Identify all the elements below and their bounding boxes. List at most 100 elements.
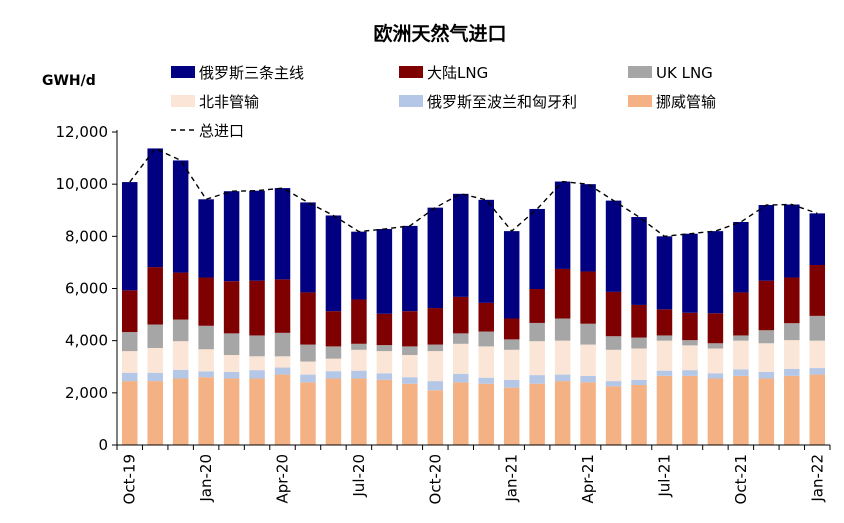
bar-segment-2-18	[580, 344, 596, 376]
bar-segment-5-17	[554, 181, 571, 269]
legend-label-2: UK LNG	[656, 64, 713, 82]
bar-segment-2-19	[605, 349, 622, 382]
x-tick-label: Oct-20	[426, 454, 444, 504]
y-tick-label: 10,000	[56, 175, 109, 193]
bar-segment-3-17	[554, 318, 571, 341]
bar-segment-0-3	[198, 377, 214, 445]
bar-segment-5-13	[453, 193, 469, 297]
bar-segment-2-9	[351, 349, 367, 371]
x-tick-label: Jul-21	[655, 454, 673, 498]
bar-segment-0-18	[580, 382, 596, 445]
bar-segment-5-9	[351, 231, 367, 300]
bar-segment-3-9	[351, 343, 367, 350]
bar-segment-2-12	[427, 351, 444, 382]
bar-segment-2-21	[656, 340, 673, 371]
bar-segment-1-6	[274, 367, 291, 375]
bar-segment-2-11	[402, 355, 418, 378]
bar-segment-4-26	[784, 277, 800, 324]
bar-segment-1-4	[223, 371, 240, 379]
bar-segment-5-21	[656, 236, 673, 310]
bar-segment-0-13	[453, 382, 469, 445]
y-tick-label: 0	[98, 436, 108, 454]
bar-segment-0-5	[249, 378, 265, 445]
bar-segment-2-27	[809, 340, 826, 369]
bar-segment-3-12	[427, 344, 444, 352]
bar-segment-1-11	[402, 377, 418, 384]
bar-segment-3-16	[529, 322, 545, 342]
y-tick-label: 8,000	[65, 227, 108, 245]
bar-segment-3-3	[198, 325, 214, 350]
bar-segment-2-15	[503, 349, 520, 380]
bar-segment-0-19	[605, 386, 622, 445]
bar-segment-1-12	[427, 381, 444, 391]
bar-segment-0-12	[427, 390, 444, 445]
legend-label-0: 俄罗斯三条主线	[199, 64, 304, 82]
bar-segment-5-25	[758, 205, 775, 281]
bar-segment-5-10	[376, 229, 393, 314]
bar-segment-2-23	[707, 348, 724, 374]
bar-segment-3-26	[784, 323, 800, 341]
bar-segment-0-14	[478, 383, 494, 445]
bar-segment-5-24	[733, 221, 749, 293]
bar-segment-3-24	[733, 335, 749, 341]
x-tick-label: Jan-21	[503, 454, 521, 503]
bar-segment-1-15	[503, 379, 520, 388]
bar-segment-0-24	[733, 375, 749, 445]
legend-label-1: 大陆LNG	[427, 64, 488, 82]
bar-segment-5-27	[809, 213, 826, 266]
bar-segment-4-8	[325, 311, 342, 347]
x-tick-label: Apr-20	[274, 454, 292, 504]
bar-segment-3-5	[249, 335, 265, 357]
bar-segment-0-6	[274, 374, 291, 445]
bar-segment-1-9	[351, 370, 367, 379]
bar-segment-1-23	[707, 373, 724, 379]
bar-segment-5-15	[503, 231, 520, 319]
bar-segment-1-14	[478, 377, 494, 384]
bar-segment-2-20	[631, 348, 647, 380]
bar-segment-4-4	[223, 281, 240, 334]
bar-segment-1-1	[147, 372, 163, 382]
bar-segment-2-4	[223, 355, 240, 372]
bar-segment-4-3	[198, 277, 214, 326]
bar-segment-3-18	[580, 323, 596, 345]
bar-segment-5-7	[300, 202, 316, 293]
bar-segment-4-18	[580, 271, 596, 324]
bar-segment-0-2	[172, 378, 189, 445]
x-tick-label: Jan-22	[808, 454, 826, 503]
bar-segment-2-16	[529, 341, 545, 376]
bar-segment-4-20	[631, 304, 647, 338]
legend-swatch-5	[628, 95, 652, 107]
bar-segment-5-6	[274, 188, 291, 280]
bar-segment-1-25	[758, 371, 775, 379]
bar-segment-4-27	[809, 265, 826, 316]
bar-segment-1-17	[554, 374, 571, 382]
bar-segment-2-8	[325, 358, 342, 372]
bar-segment-4-19	[605, 291, 622, 337]
bar-segment-0-16	[529, 383, 545, 445]
bar-segment-1-3	[198, 371, 214, 378]
bar-segment-3-15	[503, 339, 520, 350]
bar-segment-5-2	[172, 160, 189, 273]
bar-segment-1-19	[605, 381, 622, 387]
bar-segment-4-14	[478, 302, 494, 332]
bar-segment-3-20	[631, 337, 647, 349]
bar-segment-3-10	[376, 345, 393, 352]
legend-swatch-3	[171, 95, 195, 107]
bar-segment-1-27	[809, 368, 826, 375]
bar-segment-3-2	[172, 319, 189, 342]
bar-segment-5-20	[631, 217, 647, 305]
bar-segment-5-4	[223, 191, 240, 282]
bar-segment-3-1	[147, 324, 163, 348]
bar-segment-4-15	[503, 318, 520, 340]
bar-segment-4-12	[427, 308, 444, 345]
bar-segment-5-3	[198, 199, 214, 278]
bar-segment-0-10	[376, 379, 393, 445]
bar-segment-3-27	[809, 315, 826, 341]
bar-segment-0-22	[682, 375, 698, 445]
bar-segment-2-2	[172, 341, 189, 370]
bar-segment-0-17	[554, 381, 571, 445]
bar-segment-2-1	[147, 347, 163, 373]
bar-segment-0-4	[223, 378, 240, 445]
bar-segment-2-22	[682, 345, 698, 371]
